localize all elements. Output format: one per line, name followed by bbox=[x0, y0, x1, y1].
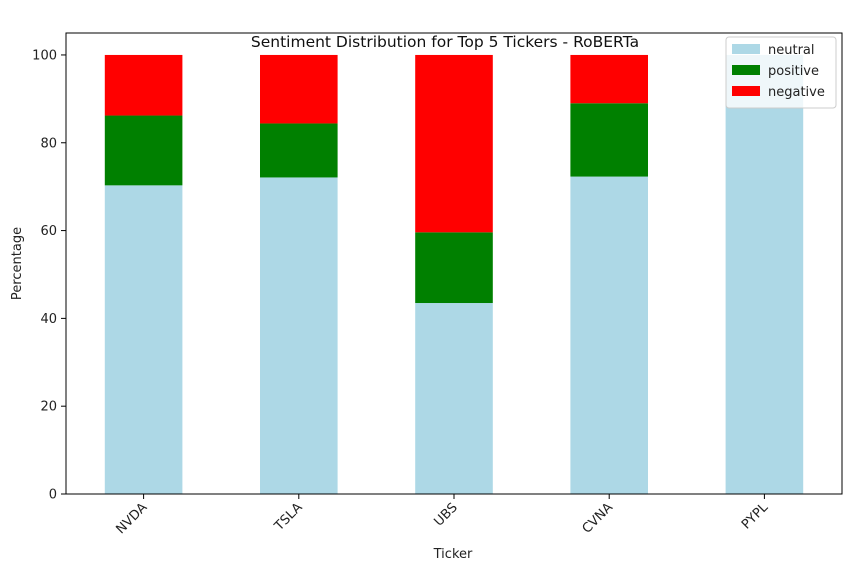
x-tick-label-nvda: NVDA bbox=[113, 500, 150, 537]
y-axis: 0 20 40 60 80 100 bbox=[32, 48, 66, 503]
chart-title: Sentiment Distribution for Top 5 Tickers… bbox=[251, 33, 639, 51]
legend-swatch-neutral bbox=[732, 44, 760, 54]
y-tick-label: 60 bbox=[40, 224, 57, 239]
x-axis: NVDA TSLA UBS CVNA PYPL bbox=[113, 494, 772, 537]
bar-neutral-ubs bbox=[415, 303, 493, 494]
bar-positive-tsla bbox=[260, 123, 338, 178]
legend-swatch-positive bbox=[732, 65, 760, 75]
x-tick-label-ubs: UBS bbox=[432, 500, 461, 529]
bar-neutral-cvna bbox=[570, 176, 648, 494]
y-tick-label: 0 bbox=[49, 488, 57, 503]
bar-negative-tsla bbox=[260, 54, 338, 124]
bar-positive-cvna bbox=[570, 103, 648, 177]
legend-swatch-negative bbox=[732, 86, 760, 96]
bar-negative-ubs bbox=[415, 54, 493, 233]
y-tick-label: 100 bbox=[32, 48, 57, 63]
legend-label-neutral: neutral bbox=[768, 43, 815, 58]
legend: neutral positive negative bbox=[725, 36, 837, 109]
legend-label-negative: negative bbox=[768, 85, 825, 100]
bar-positive-nvda bbox=[104, 115, 183, 186]
bar-neutral-pypl bbox=[725, 54, 804, 494]
y-tick-label: 80 bbox=[40, 136, 57, 151]
bar-negative-nvda bbox=[104, 54, 183, 116]
x-axis-label: Ticker bbox=[433, 547, 473, 562]
bar-neutral-nvda bbox=[104, 185, 183, 494]
x-tick-label-tsla: TSLA bbox=[271, 500, 305, 534]
bars-group bbox=[104, 54, 804, 495]
x-tick-label-pypl: PYPL bbox=[739, 500, 772, 533]
y-tick-label: 40 bbox=[40, 312, 57, 327]
x-tick-label-cvna: CVNA bbox=[580, 500, 617, 537]
bar-negative-cvna bbox=[570, 54, 648, 104]
y-tick-label: 20 bbox=[40, 400, 57, 415]
bar-neutral-tsla bbox=[260, 177, 338, 495]
legend-label-positive: positive bbox=[768, 64, 819, 79]
y-axis-label: Percentage bbox=[10, 227, 25, 300]
bar-positive-ubs bbox=[415, 232, 493, 304]
